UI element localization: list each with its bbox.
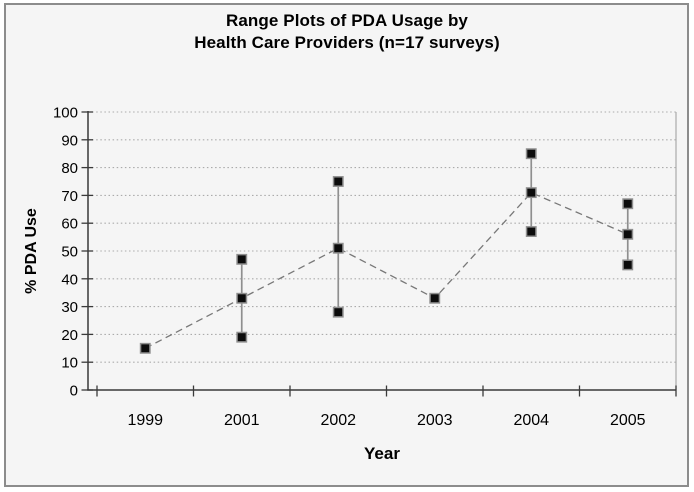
data-marker-mid [332,242,344,254]
data-marker-mid [236,292,248,304]
chart-title-line2: Health Care Providers (n=17 surveys) [194,33,500,52]
y-tick-label: 70 [61,188,78,205]
data-marker-mid [139,342,151,354]
chart-title-line1: Range Plots of PDA Usage by [225,11,468,30]
x-axis-title: Year [364,444,400,463]
data-marker-mid [622,228,634,240]
y-tick-label: 90 [61,132,78,149]
chart-title: Range Plots of PDA Usage by Health Care … [0,10,694,54]
y-tick-label: 0 [70,383,78,400]
x-tick-label: 2004 [513,412,549,429]
y-tick-label: 50 [61,244,78,261]
x-tick-label: 2002 [320,412,356,429]
y-tick-label: 60 [61,216,78,233]
y-tick-label: 30 [61,299,78,316]
y-axis-title: % PDA Use [23,208,40,294]
x-tick-label: 2003 [417,412,453,429]
data-marker-high [332,176,344,187]
data-marker-low [332,306,344,318]
data-marker-low [622,259,634,271]
chart-frame [4,3,689,487]
data-marker-mid [429,292,441,304]
y-tick-label: 100 [53,105,78,122]
data-marker-mid [525,187,537,199]
x-tick-label: 2005 [610,412,646,429]
data-marker-low [236,331,248,343]
data-marker-high [236,253,248,265]
data-marker-high [622,198,634,210]
data-marker-low [525,226,537,237]
data-marker-high [525,148,537,160]
y-tick-label: 40 [61,271,78,288]
x-tick-label: 1999 [127,412,163,429]
y-tick-label: 80 [61,160,78,177]
trend-line [144,191,629,349]
y-tick-label: 10 [61,355,78,372]
x-tick-label: 2001 [224,412,260,429]
y-tick-label: 20 [61,327,78,344]
